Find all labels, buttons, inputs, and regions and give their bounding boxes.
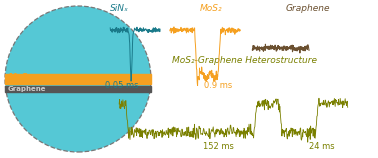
Text: 152 ms: 152 ms — [203, 142, 234, 151]
Text: 24 ms: 24 ms — [309, 142, 335, 151]
Bar — [5, 74, 151, 84]
Text: MoS₂: MoS₂ — [200, 4, 223, 13]
Text: MoS₂-Graphene Heterostructure: MoS₂-Graphene Heterostructure — [172, 56, 318, 65]
Text: Graphene: Graphene — [8, 86, 46, 92]
Ellipse shape — [5, 6, 151, 152]
Text: SiNₓ: SiNₓ — [110, 4, 129, 13]
Bar — [5, 86, 151, 92]
Text: Graphene: Graphene — [286, 4, 330, 13]
Text: MoS₂: MoS₂ — [8, 73, 32, 82]
Text: 0.05 ms: 0.05 ms — [105, 81, 139, 90]
Text: 0.9 ms: 0.9 ms — [204, 81, 232, 90]
